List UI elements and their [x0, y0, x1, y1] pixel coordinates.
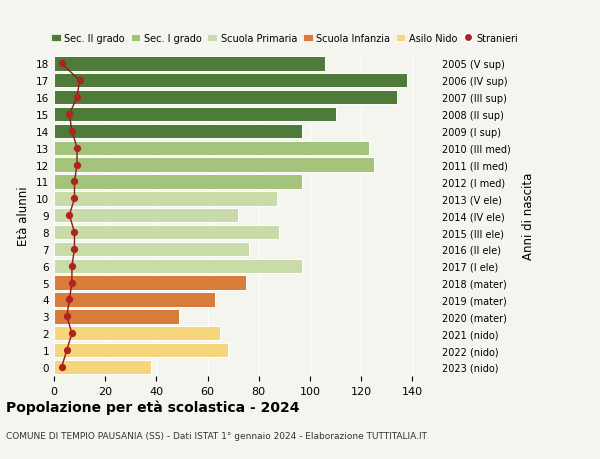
Point — [57, 364, 67, 371]
Bar — [54, 108, 335, 122]
Point — [57, 61, 67, 68]
Bar — [54, 124, 302, 139]
Bar — [54, 225, 279, 240]
Bar — [54, 208, 238, 223]
Point — [75, 78, 85, 85]
Point — [67, 330, 77, 337]
Point — [70, 246, 79, 253]
Point — [72, 145, 82, 152]
Point — [65, 212, 74, 219]
Point — [72, 162, 82, 169]
Bar — [54, 293, 215, 307]
Y-axis label: Età alunni: Età alunni — [17, 186, 31, 246]
Point — [70, 195, 79, 202]
Bar — [54, 343, 228, 358]
Bar — [54, 158, 374, 173]
Point — [67, 128, 77, 135]
Bar — [54, 360, 151, 374]
Point — [65, 296, 74, 303]
Bar — [54, 57, 325, 72]
Bar — [54, 141, 369, 156]
Point — [70, 179, 79, 186]
Bar — [54, 175, 302, 189]
Bar — [54, 74, 407, 88]
Bar — [54, 91, 397, 105]
Text: COMUNE DI TEMPIO PAUSANIA (SS) - Dati ISTAT 1° gennaio 2024 - Elaborazione TUTTI: COMUNE DI TEMPIO PAUSANIA (SS) - Dati IS… — [6, 431, 427, 441]
Y-axis label: Anni di nascita: Anni di nascita — [522, 172, 535, 259]
Bar — [54, 192, 277, 206]
Bar — [54, 259, 302, 274]
Bar — [54, 276, 246, 290]
Bar — [54, 326, 220, 341]
Point — [70, 229, 79, 236]
Point — [67, 263, 77, 270]
Point — [65, 111, 74, 118]
Point — [62, 347, 71, 354]
Point — [67, 280, 77, 287]
Bar — [54, 309, 179, 324]
Text: Popolazione per età scolastica - 2024: Popolazione per età scolastica - 2024 — [6, 399, 299, 414]
Legend: Sec. II grado, Sec. I grado, Scuola Primaria, Scuola Infanzia, Asilo Nido, Stran: Sec. II grado, Sec. I grado, Scuola Prim… — [51, 34, 518, 44]
Point — [72, 94, 82, 101]
Point — [62, 313, 71, 320]
Bar — [54, 242, 248, 257]
